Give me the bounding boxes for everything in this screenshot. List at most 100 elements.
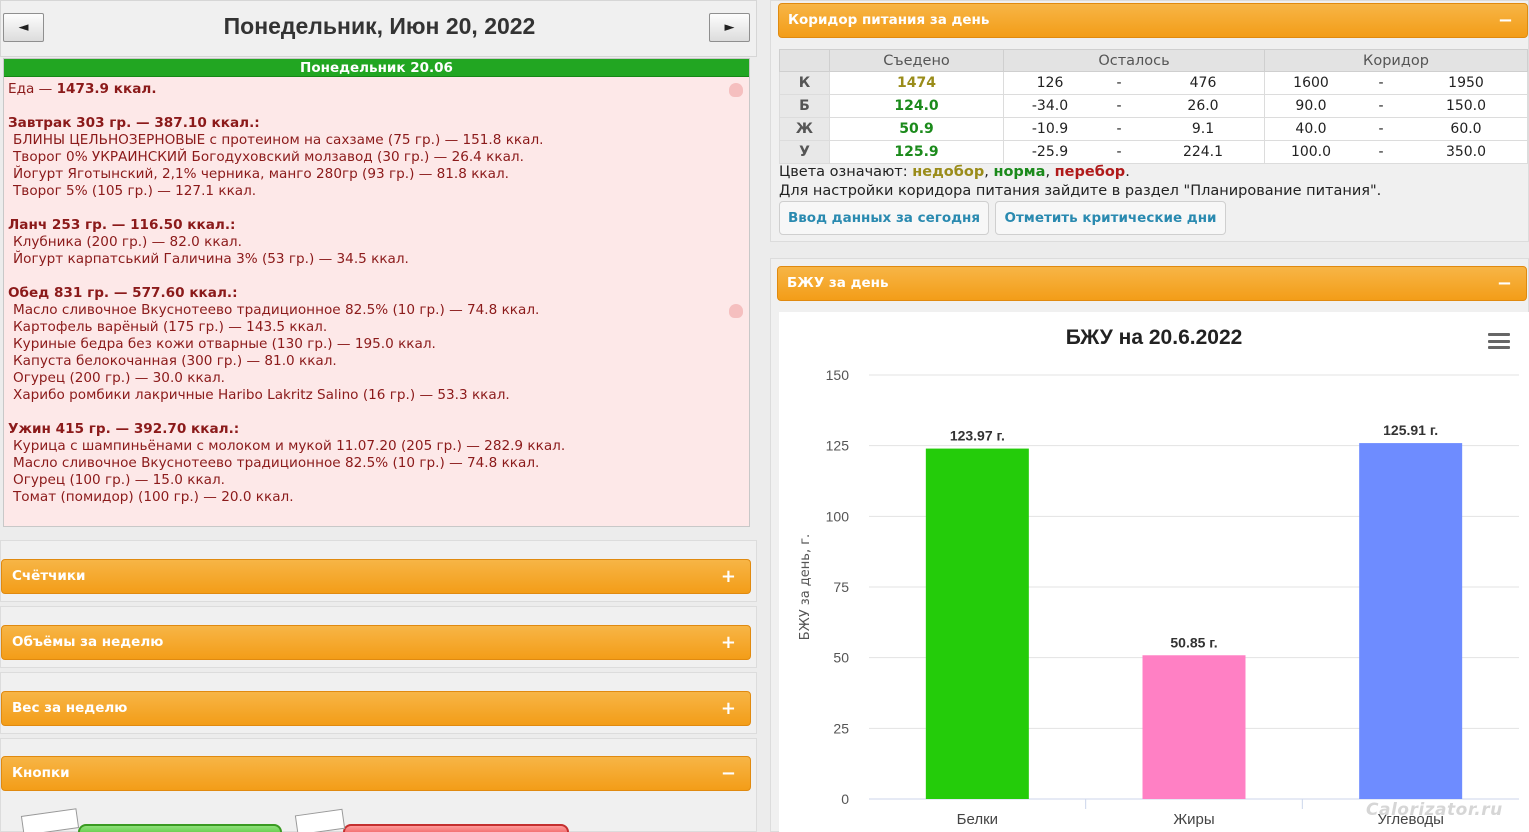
range-dash: -	[1378, 75, 1384, 91]
bar-Белки	[925, 448, 1029, 799]
hand-icon[interactable]	[729, 83, 743, 97]
range-dash: -	[1116, 144, 1122, 160]
expand-icon[interactable]: +	[720, 698, 736, 719]
legend-sep: ,	[984, 164, 994, 180]
meal-heading: Обед 831 гр. — 577.60 ккал.:	[8, 285, 238, 301]
range-dash: -	[1378, 121, 1384, 137]
volumes-header[interactable]: Объёмы за неделю +	[1, 625, 751, 660]
color-legend: Цвета означают: недобор, норма, перебор.	[779, 164, 1130, 180]
left-range: -25.9 - 224.1	[1003, 140, 1265, 164]
food-item: Йогурт карпатський Галичина 3% (53 гр.) …	[13, 251, 409, 267]
corridor-from: 90.0	[1295, 98, 1327, 114]
diary-total: Еда — 1473.9 ккал.	[8, 81, 745, 98]
meal-heading: Ужин 415 гр. — 392.70 ккал.:	[8, 421, 240, 437]
left-to: 476	[1189, 75, 1217, 91]
x-tick-label: Жиры	[1173, 811, 1214, 828]
buttons-label: Кнопки	[12, 765, 70, 781]
left-to: 224.1	[1182, 144, 1224, 160]
corridor-label: Коридор питания за день	[788, 12, 990, 28]
hand-icon[interactable]	[729, 304, 743, 318]
corridor-from: 100.0	[1290, 144, 1332, 160]
x-tick-label: Белки	[957, 811, 998, 828]
bar-Углеводы	[1359, 443, 1463, 799]
range-dash: -	[1116, 121, 1122, 137]
y-tick-label: 125	[826, 438, 850, 454]
red-action-button[interactable]	[343, 824, 569, 832]
data-label: 123.97 г.	[950, 428, 1005, 444]
row-label: К	[779, 71, 830, 95]
food-item: Томат (помидор) (100 гр.) — 20.0 ккал.	[13, 489, 294, 505]
page-title: Понедельник, Июн 20, 2022	[223, 13, 536, 39]
left-range: -10.9 - 9.1	[1003, 117, 1265, 141]
food-item: Творог 5% (105 гр.) — 127.1 ккал.	[13, 183, 257, 199]
bar-Жиры	[1142, 655, 1246, 799]
diary-day-bar: Понедельник 20.06	[4, 59, 749, 77]
table-row: Ж 50.9 -10.9 - 9.1 40.0 - 60.0	[779, 117, 1528, 141]
food-item: Курица с шампиньёнами с молоком и мукой …	[13, 438, 566, 454]
corridor-range: 40.0 - 60.0	[1264, 117, 1528, 141]
weight-header[interactable]: Вес за неделю +	[1, 691, 751, 726]
data-label: 125.91 г.	[1383, 422, 1438, 438]
corridor-to: 1950	[1448, 75, 1484, 91]
header-corridor: Коридор	[1264, 49, 1528, 72]
left-from: -25.9	[1031, 144, 1069, 160]
y-tick-label: 75	[833, 579, 849, 595]
corridor-header[interactable]: Коридор питания за день −	[778, 3, 1528, 38]
bju-chart: БЖУ на 20.6.2022 0 25 50 75 100 125 150 БЖУ за д…	[779, 312, 1529, 832]
expand-icon[interactable]: +	[720, 632, 736, 653]
left-from: -10.9	[1031, 121, 1069, 137]
collapse-icon[interactable]: −	[1496, 273, 1512, 294]
row-label: Ж	[779, 117, 830, 141]
food-item: БЛИНЫ ЦЕЛЬНОЗЕРНОВЫЕ с протеином на сахз…	[13, 132, 544, 148]
range-dash: -	[1378, 144, 1384, 160]
food-item: Клубника (200 гр.) — 82.0 ккал.	[13, 234, 242, 250]
corridor-panel: Коридор питания за день − Съедено Остало…	[770, 0, 1529, 242]
weight-label: Вес за неделю	[12, 700, 128, 716]
legend-over: перебор	[1054, 164, 1126, 180]
legend-prefix: Цвета означают:	[779, 164, 913, 180]
row-label: Б	[779, 94, 830, 118]
corridor-to: 150.0	[1445, 98, 1487, 114]
data-label: 50.85 г.	[1170, 634, 1217, 650]
spacer	[8, 98, 745, 115]
counters-label: Счётчики	[12, 568, 86, 584]
y-tick-label: 25	[833, 720, 849, 736]
corridor-hint: Для настройки коридора питания зайдите в…	[779, 183, 1382, 199]
green-action-button[interactable]	[78, 824, 282, 832]
food-item: Масло сливочное Вкуснотеево традиционное…	[13, 302, 540, 318]
mark-critical-days-button[interactable]: Отметить критические дни	[995, 201, 1226, 235]
legend-under: недобор	[912, 164, 985, 180]
table-header-row: Съедено Осталось Коридор	[779, 49, 1528, 72]
enter-today-button[interactable]: Ввод данных за сегодня	[779, 201, 989, 235]
collapse-icon[interactable]: −	[720, 763, 736, 784]
left-from: 126	[1036, 75, 1064, 91]
expand-icon[interactable]: +	[720, 566, 736, 587]
header-left: Осталось	[1003, 49, 1265, 72]
diary-body: Еда — 1473.9 ккал. Завтрак 303 гр. — 387.…	[4, 77, 749, 506]
y-tick-label: 100	[826, 508, 850, 524]
y-tick-label: 50	[833, 650, 849, 666]
range-dash: -	[1378, 98, 1384, 114]
food-item: Творог 0% УКРАИНСКИЙ Богодуховский молза…	[13, 149, 524, 165]
next-day-button[interactable]: ►	[709, 13, 750, 42]
meal-heading: Завтрак 303 гр. — 387.10 ккал.:	[8, 115, 260, 131]
left-to: 9.1	[1191, 121, 1215, 137]
food-item: Картофель варёный (175 гр.) — 143.5 ккал…	[13, 319, 328, 335]
corridor-range: 1600 - 1950	[1264, 71, 1528, 95]
prev-day-button[interactable]: ◄	[3, 13, 44, 42]
buttons-header[interactable]: Кнопки −	[1, 756, 751, 791]
collapse-icon[interactable]: −	[1497, 10, 1513, 31]
food-item: Капуста белокочанная (300 гр.) — 81.0 кк…	[13, 353, 337, 369]
header-eaten: Съедено	[829, 49, 1004, 72]
counters-header[interactable]: Счётчики +	[1, 559, 751, 594]
corridor-table: Съедено Осталось Коридор К 1474 126 - 476 160…	[779, 49, 1528, 164]
bju-header[interactable]: БЖУ за день −	[777, 266, 1527, 301]
watermark-logo: Calorizator.ru	[1366, 800, 1503, 820]
corridor-range: 100.0 - 350.0	[1264, 140, 1528, 164]
chart-menu-icon[interactable]	[1488, 333, 1510, 349]
volumes-label: Объёмы за неделю	[12, 634, 164, 650]
spacer	[8, 268, 745, 285]
y-axis-label: БЖУ за день, г.	[798, 534, 813, 640]
eaten-value: 50.9	[829, 117, 1004, 141]
